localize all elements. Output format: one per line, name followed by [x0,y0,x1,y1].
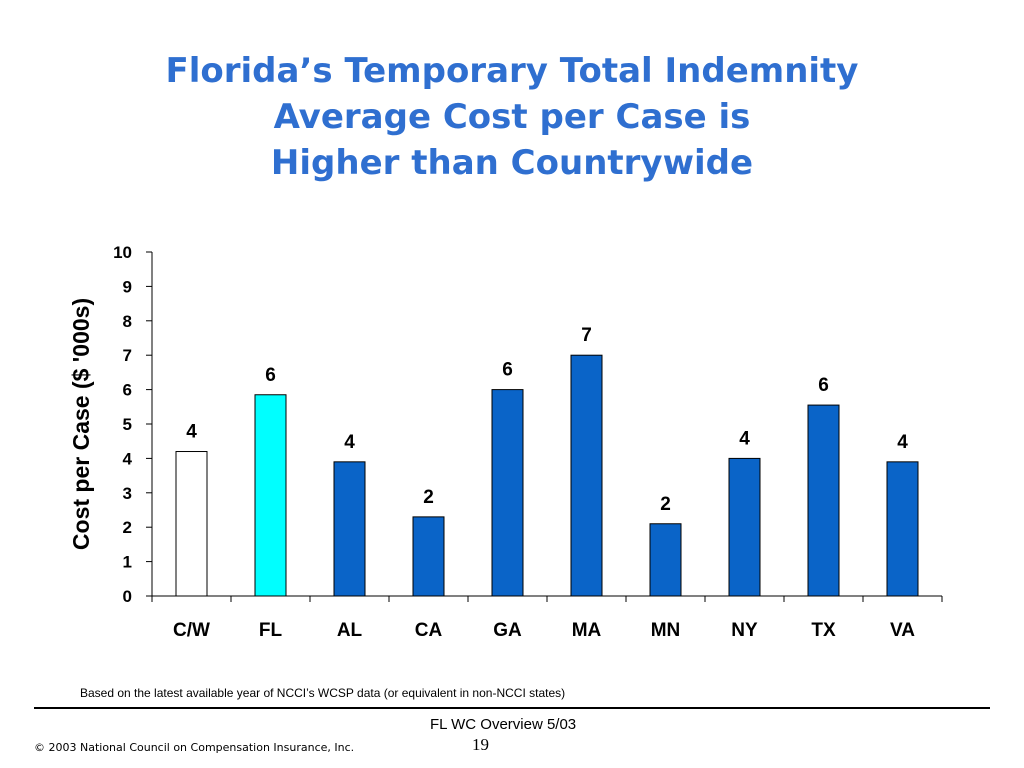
y-tick-label: 10 [113,243,132,262]
slide-title: Florida’s Temporary Total Indemnity Aver… [0,48,1024,186]
x-tick-label: C/W [173,620,210,641]
bar-ma [570,354,603,597]
title-line-1: Florida’s Temporary Total Indemnity [165,51,859,91]
bar-al [333,461,366,597]
x-tick-label: CA [415,620,443,641]
bar-ny [728,457,761,597]
y-tick-label: 0 [123,587,132,606]
bar-c-w [175,451,208,597]
data-label: 6 [818,375,829,396]
data-label: 6 [502,360,513,381]
y-tick-label: 9 [123,277,132,296]
x-tick-label: VA [890,620,915,641]
y-axis-title: Cost per Case ($ '000s) [68,298,94,550]
data-label: 4 [739,428,750,449]
y-tick-label: 8 [123,312,132,331]
bar-mn [649,523,682,597]
footnote: Based on the latest available year of NC… [80,686,566,700]
bar-chart: 0 1 2 3 4 5 6 7 8 9 10 4 C/W 6 FL 4 AL 2 CA 6 GA 7 MA 2 MN 4 NY 6 TX… [68,243,943,641]
data-label: 4 [186,422,197,443]
x-tick-label: AL [337,620,363,641]
bar-ca [412,516,445,597]
data-label: 7 [581,325,592,346]
x-tick-label: NY [731,620,758,641]
x-tick-label: GA [493,620,522,641]
y-tick-label: 5 [123,415,132,434]
bar-tx [807,404,840,597]
data-label: 4 [344,432,355,453]
y-tick-label: 4 [123,449,133,468]
copyright-notice: © 2003 National Council on Compensation … [34,741,355,754]
x-tick-label: FL [259,620,283,641]
bar-va [886,461,919,597]
data-label: 2 [660,494,671,515]
x-tick-label: MA [572,620,602,641]
x-tick-label: TX [811,620,836,641]
page-number: 19 [472,735,489,754]
y-tick-label: 7 [123,346,132,365]
y-tick-label: 2 [123,518,132,537]
y-tick-label: 6 [123,381,132,400]
bar-ga [491,389,524,597]
y-tick-label: 3 [123,484,132,503]
bar-fl [254,394,287,597]
y-tick-label: 1 [123,553,132,572]
title-line-2: Average Cost per Case is [273,97,751,137]
data-label: 4 [897,432,908,453]
data-label: 6 [265,365,276,386]
x-tick-label: MN [651,620,681,641]
footer-divider [34,707,990,709]
data-label: 2 [423,487,434,508]
title-line-3: Higher than Countrywide [270,143,754,183]
footer-overview: FL WC Overview 5/03 [430,716,577,733]
